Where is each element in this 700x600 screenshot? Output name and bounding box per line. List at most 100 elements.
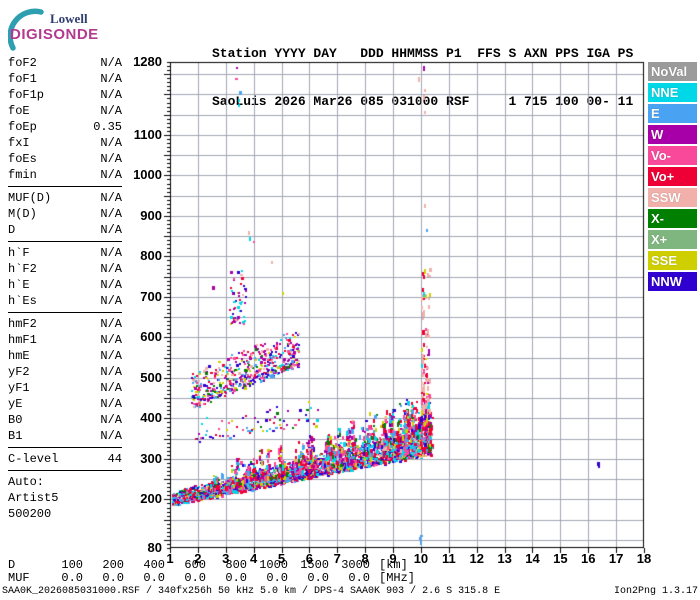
parameter-label: D [8, 223, 16, 237]
parameter-row: yE N/A [8, 396, 122, 412]
parameter-label: yE [8, 397, 23, 411]
parameter-label: foEp [8, 120, 37, 134]
legend-item-noval: NoVal [648, 62, 697, 81]
parameter-row: C-level 44 [8, 451, 122, 467]
parameter-label: C-level [8, 452, 59, 466]
x-tick-label: 12 [469, 551, 484, 566]
x-tick-label: 14 [525, 551, 540, 566]
parameter-row: D N/A [8, 222, 122, 238]
parameter-row: foF1 N/A [8, 71, 122, 87]
x-tick-label: 1 [166, 551, 174, 566]
header-columns-line: Station YYYY DAY DDD HHMMSS P1 FFS S AXN… [212, 46, 634, 61]
parameter-value: N/A [100, 397, 122, 411]
parameter-value: N/A [100, 381, 122, 395]
legend-item-sse: SSE [648, 251, 697, 270]
dmuf-cell: 0.0 [143, 571, 165, 585]
dmuf-cell: 0.0 [266, 571, 288, 585]
parameter-label: hmE [8, 349, 30, 363]
parameter-row: foE N/A [8, 103, 122, 119]
dmuf-cell: 200 [102, 558, 124, 572]
dmuf-cell: 800 [225, 558, 247, 572]
parameter-row: hmF2 N/A [8, 316, 122, 332]
dmuf-unit: [MHz] [379, 571, 416, 585]
parameter-label: h`F [8, 246, 30, 260]
panel-separator [8, 447, 122, 448]
parameter-row: Auto: [8, 474, 122, 490]
status-bar: SAA0K_2026085031000.RSF / 340fx256h 50 k… [2, 586, 698, 597]
y-tick-label: 200 [140, 491, 162, 507]
y-tick-label: 600 [140, 329, 162, 345]
status-program-version: Ion2Png 1.3.17 [613, 586, 698, 597]
legend-item-vo: Vo- [648, 146, 697, 165]
parameter-row: h`F2 N/A [8, 261, 122, 277]
parameter-value: N/A [100, 413, 122, 427]
parameter-value: N/A [100, 207, 122, 221]
parameter-row: hmF1 N/A [8, 332, 122, 348]
parameter-row: h`F N/A [8, 245, 122, 261]
parameter-label: yF2 [8, 365, 30, 379]
x-tick-label: 9 [389, 551, 397, 566]
parameter-value: N/A [100, 246, 122, 260]
x-tick-label: 18 [636, 551, 652, 566]
dmuf-cell: 0.0 [184, 571, 206, 585]
y-tick-label: 700 [140, 288, 162, 304]
x-tick-label: 11 [441, 551, 456, 566]
parameter-value: 0.35 [93, 120, 122, 134]
parameter-label: Auto: [8, 475, 45, 489]
legend-item-x: X- [648, 209, 697, 228]
dmuf-row-label: MUF [8, 571, 30, 585]
parameter-row: fxI N/A [8, 135, 122, 151]
parameter-label: MUF(D) [8, 191, 52, 205]
panel-separator [8, 186, 122, 187]
x-tick-label: 13 [497, 551, 512, 566]
parameter-label: foF1 [8, 72, 37, 86]
parameter-label: fxI [8, 136, 30, 150]
y-tick-label: 1280 [133, 54, 162, 69]
legend-item-nnw: NNW [648, 272, 697, 291]
legend-item-ssw: SSW [648, 188, 697, 207]
parameter-value: N/A [100, 333, 122, 347]
y-tick-label: 900 [140, 207, 162, 223]
d-muf-table: D 100 200 400 600 800 1000 1500 3000 [km] MUF 0.0 0.… [8, 559, 415, 585]
dmuf-cell: 600 [184, 558, 206, 572]
dmuf-cell: 0.0 [61, 571, 83, 585]
parameter-value: N/A [100, 72, 122, 86]
dmuf-cell: 400 [143, 558, 165, 572]
x-tick-label: 6 [305, 551, 314, 566]
y-tick-label: 1100 [133, 126, 162, 142]
parameter-row: foF1p N/A [8, 87, 122, 103]
parameter-label: foF1p [8, 88, 45, 102]
parameter-label: hmF1 [8, 333, 37, 347]
dmuf-cell: 1500 [300, 558, 329, 572]
parameter-label: yF1 [8, 381, 30, 395]
parameter-value: N/A [100, 262, 122, 276]
parameter-row: h`Es N/A [8, 293, 122, 309]
dmuf-row-muf: MUF 0.0 0.0 0.0 0.0 0.0 0.0 0.0 0.0 [MHz] [8, 572, 415, 585]
legend-item-w: W [648, 125, 697, 144]
logo-lowell-text: Lowell [50, 11, 88, 26]
parameter-label: h`E [8, 278, 30, 292]
dmuf-cell: 0.0 [102, 571, 124, 585]
y-tick-label: 800 [140, 248, 162, 264]
dmuf-cell: 0.0 [307, 571, 329, 585]
x-tick-label: 16 [581, 551, 596, 566]
dmuf-cell: 1000 [259, 558, 288, 572]
parameter-row: M(D) N/A [8, 206, 122, 222]
ionogram-canvas [160, 58, 650, 558]
parameter-label: fmin [8, 168, 37, 182]
logo-arc-icon [8, 8, 44, 51]
velocity-direction-legend: NoVal NNE E W Vo- Vo+ SSW X- X+ SSE NNW [648, 62, 697, 293]
parameter-label: Artist5 [8, 491, 59, 505]
y-tick-label: 1000 [133, 167, 162, 183]
parameter-label: B1 [8, 429, 23, 443]
parameter-label: 500200 [8, 507, 52, 521]
parameter-row: foEp 0.35 [8, 119, 122, 135]
x-tick-label: 10 [413, 551, 429, 566]
parameter-row: foEs N/A [8, 151, 122, 167]
parameter-value: N/A [100, 278, 122, 292]
panel-separator [8, 470, 122, 471]
parameter-value: N/A [100, 88, 122, 102]
x-tick-label: 7 [333, 551, 341, 566]
dmuf-cell: 0.0 [225, 571, 247, 585]
x-tick-label: 4 [250, 551, 258, 566]
